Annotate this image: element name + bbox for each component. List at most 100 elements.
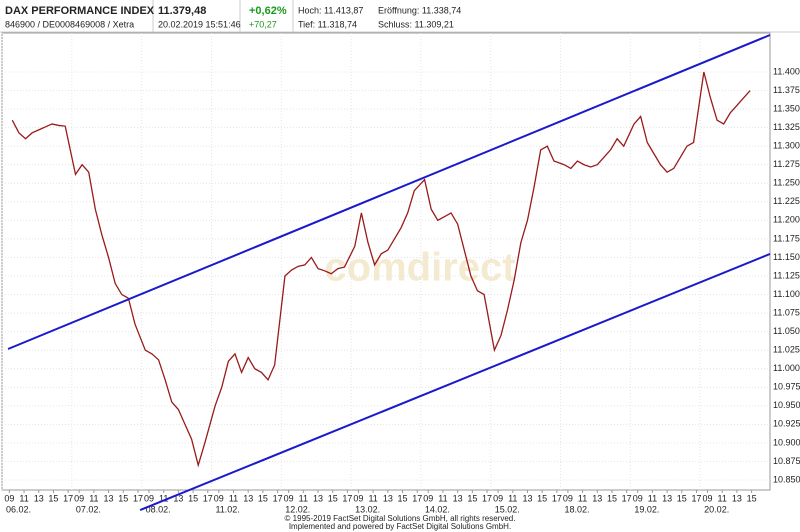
x-tick-label: 15 (677, 493, 687, 503)
x-tick-label: 11 (648, 493, 657, 503)
y-tick-label: 11.200 (773, 215, 800, 225)
x-tick-label: 13 (592, 493, 602, 503)
x-tick-label: 17 (552, 493, 562, 503)
x-date-label: 13.02. (355, 504, 380, 514)
x-tick-label: 15 (747, 493, 757, 503)
y-tick-label: 11.000 (773, 363, 800, 373)
x-tick-label: 13 (173, 493, 183, 503)
close: Schluss: 11.309,21 (378, 19, 454, 29)
footer: © 1995-2019 FactSet Digital Solutions Gm… (285, 514, 516, 523)
y-tick-label: 11.125 (773, 270, 800, 280)
y-tick-label: 11.050 (773, 326, 800, 336)
change-abs: +70,27 (249, 19, 277, 29)
x-tick-label: 11 (89, 493, 98, 503)
y-tick-label: 11.375 (773, 85, 800, 95)
x-tick-label: 11 (159, 493, 168, 503)
x-tick-label: 15 (607, 493, 617, 503)
x-tick-label: 15 (48, 493, 58, 503)
x-tick-label: 09 (633, 493, 643, 503)
x-tick-label: 11 (438, 493, 447, 503)
x-tick-label: 17 (622, 493, 632, 503)
x-tick-label: 11 (508, 493, 517, 503)
trend-line (7, 34, 771, 350)
y-tick-label: 11.025 (773, 345, 800, 355)
x-date-label: 12.02. (285, 504, 310, 514)
price: 11.379,48 (158, 5, 206, 17)
x-tick-label: 13 (34, 493, 44, 503)
x-tick-label: 11 (229, 493, 238, 503)
timestamp: 20.02.2019 15:51:46 (158, 19, 241, 29)
y-tick-label: 11.250 (773, 178, 800, 188)
y-tick-label: 11.150 (773, 252, 800, 262)
ids: 846900 / DE0008469008 / Xetra (5, 19, 134, 29)
x-tick-label: 17 (273, 493, 283, 503)
x-tick-label: 17 (133, 493, 143, 503)
y-tick-label: 11.275 (773, 159, 800, 169)
x-tick-label: 11 (368, 493, 377, 503)
x-tick-label: 09 (493, 493, 503, 503)
x-tick-label: 17 (342, 493, 352, 503)
x-tick-label: 17 (691, 493, 701, 503)
open: Eröffnung: 11.338,74 (378, 5, 461, 15)
x-tick-label: 11 (718, 493, 727, 503)
y-tick-label: 10.925 (773, 419, 800, 429)
x-tick-label: 09 (703, 493, 713, 503)
x-tick-label: 13 (662, 493, 672, 503)
price-line (11, 71, 751, 468)
x-date-label: 19.02. (634, 504, 659, 514)
x-tick-label: 09 (423, 493, 433, 503)
x-date-label: 08.02. (146, 504, 171, 514)
x-tick-label: 11 (578, 493, 587, 503)
x-tick-label: 09 (563, 493, 573, 503)
y-tick-label: 11.400 (773, 66, 800, 76)
watermark: comdirect (324, 246, 515, 290)
x-tick-label: 17 (63, 493, 73, 503)
x-tick-label: 13 (732, 493, 742, 503)
x-tick-label: 17 (412, 493, 422, 503)
x-tick-label: 15 (188, 493, 198, 503)
x-date-label: 20.02. (704, 504, 729, 514)
x-date-label: 15.02. (495, 504, 520, 514)
x-tick-label: 09 (353, 493, 363, 503)
x-tick-label: 13 (313, 493, 323, 503)
x-tick-label: 09 (4, 493, 14, 503)
y-tick-label: 11.075 (773, 307, 800, 317)
change-pct: +0,62% (249, 5, 287, 17)
x-tick-label: 13 (453, 493, 463, 503)
x-tick-label: 09 (144, 493, 154, 503)
footer: Implemented and powered by FactSet Digit… (289, 522, 511, 531)
high: Hoch: 11.413,87 (298, 5, 363, 15)
x-date-label: 06.02. (6, 504, 31, 514)
trend-line (139, 253, 771, 511)
x-tick-label: 09 (284, 493, 294, 503)
low: Tief: 11.318,74 (298, 19, 357, 29)
x-tick-label: 13 (104, 493, 114, 503)
x-date-label: 07.02. (76, 504, 101, 514)
y-tick-label: 11.300 (773, 141, 800, 151)
y-tick-label: 10.975 (773, 382, 800, 392)
x-tick-label: 11 (299, 493, 308, 503)
y-tick-label: 10.950 (773, 400, 800, 410)
x-date-label: 11.02. (215, 504, 239, 514)
x-tick-label: 13 (243, 493, 253, 503)
x-tick-label: 15 (398, 493, 408, 503)
x-tick-label: 09 (214, 493, 224, 503)
header: DAX PERFORMANCE INDEX 846900 / DE0008469… (0, 0, 800, 33)
x-tick-label: 13 (522, 493, 532, 503)
y-tick-label: 10.875 (773, 456, 800, 466)
title: DAX PERFORMANCE INDEX (5, 5, 155, 17)
x-tick-label: 15 (467, 493, 477, 503)
y-tick-label: 11.175 (773, 233, 800, 243)
x-tick-label: 15 (118, 493, 128, 503)
x-date-label: 18.02. (565, 504, 590, 514)
y-tick-label: 11.350 (773, 103, 800, 113)
x-tick-label: 17 (203, 493, 213, 503)
x-tick-label: 15 (328, 493, 338, 503)
x-tick-label: 15 (258, 493, 268, 503)
x-tick-label: 09 (74, 493, 84, 503)
x-tick-label: 17 (482, 493, 492, 503)
x-tick-label: 15 (537, 493, 547, 503)
y-tick-label: 10.900 (773, 437, 800, 447)
